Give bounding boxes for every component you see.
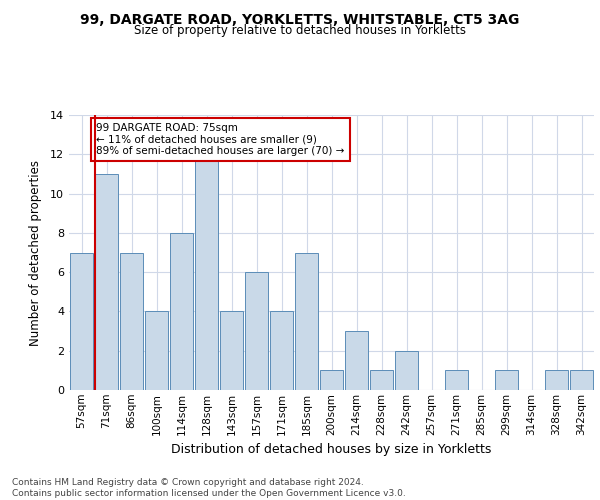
Bar [395, 350, 418, 390]
Bar [495, 370, 518, 390]
Y-axis label: Number of detached properties: Number of detached properties [29, 160, 41, 346]
Bar [545, 370, 568, 390]
Bar [270, 312, 293, 390]
Text: Size of property relative to detached houses in Yorkletts: Size of property relative to detached ho… [134, 24, 466, 37]
Bar [145, 312, 168, 390]
X-axis label: Distribution of detached houses by size in Yorkletts: Distribution of detached houses by size … [172, 443, 491, 456]
Bar [570, 370, 593, 390]
Bar [70, 252, 93, 390]
Text: 99 DARGATE ROAD: 75sqm
← 11% of detached houses are smaller (9)
89% of semi-deta: 99 DARGATE ROAD: 75sqm ← 11% of detached… [97, 123, 345, 156]
Bar [320, 370, 343, 390]
Bar [445, 370, 468, 390]
Text: 99, DARGATE ROAD, YORKLETTS, WHITSTABLE, CT5 3AG: 99, DARGATE ROAD, YORKLETTS, WHITSTABLE,… [80, 12, 520, 26]
Bar [120, 252, 143, 390]
Bar [295, 252, 318, 390]
Bar [220, 312, 243, 390]
Bar [95, 174, 118, 390]
Bar [345, 331, 368, 390]
Text: Contains HM Land Registry data © Crown copyright and database right 2024.
Contai: Contains HM Land Registry data © Crown c… [12, 478, 406, 498]
Bar [170, 233, 193, 390]
Bar [195, 154, 218, 390]
Bar [245, 272, 268, 390]
Bar [370, 370, 393, 390]
